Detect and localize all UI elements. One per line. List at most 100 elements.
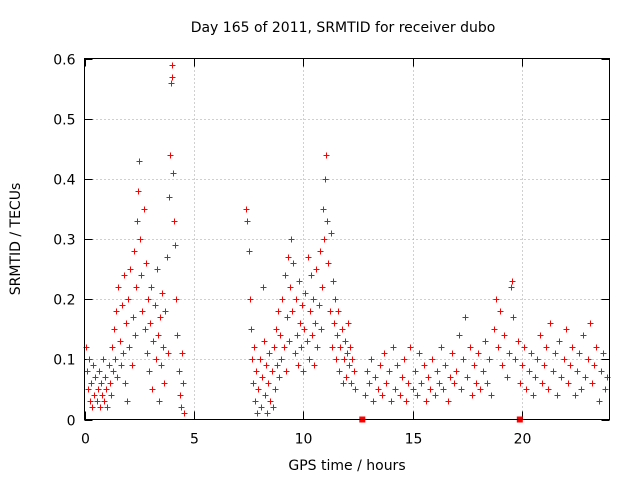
data-point bbox=[432, 392, 439, 399]
data-point bbox=[458, 386, 465, 393]
data-point bbox=[447, 374, 454, 381]
data-point bbox=[149, 386, 156, 393]
data-point bbox=[284, 314, 291, 321]
data-point bbox=[262, 392, 269, 399]
data-point bbox=[129, 362, 136, 369]
data-point bbox=[261, 338, 268, 345]
data-point bbox=[310, 296, 317, 303]
x-axis-label: GPS time / hours bbox=[288, 458, 405, 474]
data-point bbox=[462, 314, 469, 321]
data-point bbox=[383, 380, 390, 387]
data-point bbox=[153, 356, 160, 363]
data-point bbox=[122, 380, 129, 387]
data-point bbox=[258, 404, 265, 411]
data-point bbox=[248, 326, 255, 333]
data-point bbox=[340, 380, 347, 387]
data-point bbox=[251, 344, 258, 351]
data-point bbox=[440, 386, 447, 393]
data-point bbox=[372, 374, 379, 381]
data-point bbox=[602, 386, 609, 393]
data-point bbox=[84, 368, 91, 375]
data-point bbox=[421, 362, 428, 369]
data-point bbox=[157, 314, 164, 321]
data-point bbox=[91, 392, 98, 399]
data-point bbox=[442, 362, 449, 369]
data-point bbox=[558, 374, 565, 381]
data-point bbox=[410, 386, 417, 393]
data-point bbox=[322, 176, 329, 183]
data-point bbox=[379, 392, 386, 399]
data-point bbox=[254, 410, 261, 417]
data-point bbox=[352, 386, 359, 393]
y-tick-label: 0.6 bbox=[53, 53, 75, 69]
data-point bbox=[266, 350, 273, 357]
data-point bbox=[313, 266, 320, 273]
data-point bbox=[147, 320, 154, 327]
data-point bbox=[412, 368, 419, 375]
data-point bbox=[512, 356, 519, 363]
data-point bbox=[407, 344, 414, 351]
data-point bbox=[294, 332, 301, 339]
data-point bbox=[346, 362, 353, 369]
data-point bbox=[170, 170, 177, 177]
data-point bbox=[349, 356, 356, 363]
data-point bbox=[397, 392, 404, 399]
data-point bbox=[436, 380, 443, 387]
data-point bbox=[295, 362, 302, 369]
axis-ticks: 0 0.1 0.2 0.3 0.4 0.5 0.6 0 5 10 15 20 bbox=[53, 53, 610, 448]
data-point bbox=[121, 272, 128, 279]
data-point bbox=[104, 404, 111, 411]
data-point bbox=[102, 374, 109, 381]
data-point bbox=[307, 308, 314, 315]
data-point bbox=[475, 350, 482, 357]
data-point bbox=[155, 332, 162, 339]
data-point bbox=[107, 380, 114, 387]
data-point bbox=[429, 356, 436, 363]
data-point bbox=[477, 386, 484, 393]
data-point bbox=[543, 344, 550, 351]
y-tick-label: 0.2 bbox=[53, 293, 75, 309]
data-point bbox=[399, 374, 406, 381]
data-point bbox=[510, 314, 517, 321]
data-point bbox=[164, 254, 171, 261]
data-point bbox=[243, 206, 250, 213]
data-point bbox=[554, 392, 561, 399]
data-point bbox=[285, 254, 292, 261]
data-point bbox=[335, 308, 342, 315]
data-point bbox=[139, 308, 146, 315]
data-point bbox=[319, 284, 326, 291]
data-point bbox=[103, 386, 110, 393]
data-point bbox=[328, 230, 335, 237]
data-point bbox=[331, 320, 338, 327]
data-point bbox=[113, 308, 120, 315]
data-point bbox=[337, 344, 344, 351]
data-point bbox=[302, 290, 309, 297]
data-point bbox=[343, 374, 350, 381]
data-point bbox=[177, 392, 184, 399]
data-point bbox=[98, 380, 105, 387]
data-point bbox=[499, 362, 506, 369]
data-point bbox=[168, 80, 175, 87]
data-point bbox=[377, 362, 384, 369]
data-point bbox=[247, 296, 254, 303]
y-tick-label: 0 bbox=[67, 414, 76, 430]
data-point bbox=[253, 368, 260, 375]
data-point bbox=[526, 368, 533, 375]
x-tick-label: 0 bbox=[81, 432, 90, 448]
data-point bbox=[132, 332, 139, 339]
data-point bbox=[515, 338, 522, 345]
data-point bbox=[556, 338, 563, 345]
data-point bbox=[434, 368, 441, 375]
data-point bbox=[158, 362, 165, 369]
data-point bbox=[160, 344, 167, 351]
data-point bbox=[306, 356, 313, 363]
data-point bbox=[312, 320, 319, 327]
data-point bbox=[300, 368, 307, 375]
data-point bbox=[169, 62, 176, 69]
data-point bbox=[521, 344, 528, 351]
data-point bbox=[593, 344, 600, 351]
data-point bbox=[252, 398, 259, 405]
data-point bbox=[298, 344, 305, 351]
data-point bbox=[118, 362, 125, 369]
data-point bbox=[321, 236, 328, 243]
